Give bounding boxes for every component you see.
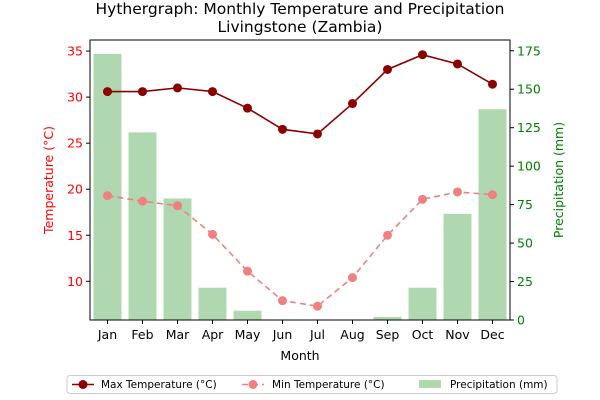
x-axis-tick-label: Jan xyxy=(97,327,117,342)
right-axis-tick-label: 50 xyxy=(517,236,533,251)
left-axis: 10 15 20 25 30 35 xyxy=(67,44,90,289)
max-temp-point-may xyxy=(243,103,252,113)
min-temp-point-oct xyxy=(418,194,427,204)
precipitation-bars xyxy=(93,53,507,320)
max-temp-point-sep xyxy=(383,64,392,74)
y-axis-label-right: Precipitation (mm) xyxy=(551,122,566,238)
temperature-lines xyxy=(103,50,497,311)
legend-precip-swatch xyxy=(419,380,441,388)
left-axis-tick-label: 15 xyxy=(67,228,83,243)
x-axis-tick-label: Feb xyxy=(131,327,153,342)
chart-title-line-2: Livingstone (Zambia) xyxy=(218,18,383,36)
min-temp-point-jan xyxy=(103,191,112,201)
legend-min-temp-marker xyxy=(248,380,258,389)
min-temp-point-nov xyxy=(453,187,462,197)
x-axis-tick-label: Oct xyxy=(412,327,434,342)
right-axis-tick-label: 125 xyxy=(517,120,541,135)
x-axis-tick-label: Jul xyxy=(309,327,325,342)
x-axis-tick-label: Nov xyxy=(445,327,470,342)
min-temp-point-mar xyxy=(173,201,182,211)
precipitation-bar-sep xyxy=(373,316,402,320)
max-temp-point-jul xyxy=(313,129,322,139)
legend-max-temp-label: Max Temperature (°C) xyxy=(101,379,217,391)
min-temp-point-feb xyxy=(138,196,147,206)
x-axis-tick-label: Jun xyxy=(272,327,293,342)
max-temp-point-mar xyxy=(173,83,182,93)
max-temp-point-nov xyxy=(453,59,462,69)
x-axis-label: Month xyxy=(280,348,319,363)
legend-precip-label: Precipitation (mm) xyxy=(450,379,548,391)
right-axis-tick-label: 175 xyxy=(517,43,541,58)
right-axis-tick-label: 0 xyxy=(517,313,525,328)
precipitation-bar-oct xyxy=(408,287,437,320)
right-axis-tick-label: 150 xyxy=(517,82,541,97)
min-temp-point-may xyxy=(243,266,252,276)
left-axis-tick-label: 25 xyxy=(67,136,83,151)
right-axis: 0 25 50 75 100 125 150 175 xyxy=(510,43,541,328)
x-axis-tick-label: Aug xyxy=(340,327,364,342)
y-axis-label-left: Temperature (°C) xyxy=(41,126,56,235)
min-temp-point-aug xyxy=(348,273,357,283)
precipitation-bar-apr xyxy=(198,287,227,320)
max-temp-line xyxy=(107,53,493,135)
max-temp-point-apr xyxy=(208,87,217,97)
min-temp-point-sep xyxy=(383,230,392,240)
x-axis-tick-label: Sep xyxy=(376,327,400,342)
legend-max-temp-marker xyxy=(78,380,88,389)
min-temp-point-apr xyxy=(208,229,217,239)
x-axis-tick-label: Dec xyxy=(480,327,504,342)
x-axis: Jan Feb Mar Apr May Jun Jul Aug Sep Oct Nov Dec xyxy=(97,320,505,342)
min-temp-line xyxy=(107,191,493,308)
precipitation-bar-feb xyxy=(128,132,157,320)
precipitation-bar-nov xyxy=(443,213,472,320)
left-axis-tick-label: 30 xyxy=(67,90,83,105)
precipitation-bar-may xyxy=(233,310,262,320)
max-temp-point-jun xyxy=(278,124,287,134)
max-temp-point-dec xyxy=(488,79,497,89)
max-temp-point-jan xyxy=(103,87,112,97)
left-axis-tick-label: 20 xyxy=(67,182,83,197)
max-temp-point-feb xyxy=(138,87,147,97)
chart-title-line-1: Hythergraph: Monthly Temperature and Pre… xyxy=(96,0,505,18)
right-axis-tick-label: 100 xyxy=(517,159,541,174)
plot-frame xyxy=(89,39,511,321)
precipitation-bar-dec xyxy=(478,109,507,320)
min-temp-point-jun xyxy=(278,296,287,306)
legend-min-temp-label: Min Temperature (°C) xyxy=(272,379,385,391)
min-temp-point-dec xyxy=(488,190,497,200)
legend: Max Temperature (°C) Min Temperature (°C… xyxy=(66,375,558,394)
max-temp-point-aug xyxy=(348,99,357,109)
x-axis-tick-label: Apr xyxy=(202,327,224,342)
min-temp-point-jul xyxy=(313,301,322,311)
precipitation-bar-mar xyxy=(163,198,192,320)
max-temp-point-oct xyxy=(418,50,427,60)
left-axis-tick-label: 35 xyxy=(67,44,83,59)
left-axis-tick-label: 10 xyxy=(67,274,83,289)
right-axis-tick-label: 25 xyxy=(517,274,533,289)
precipitation-bar-jan xyxy=(93,53,122,320)
x-axis-tick-label: Mar xyxy=(166,327,190,342)
right-axis-tick-label: 75 xyxy=(517,197,533,212)
x-axis-tick-label: May xyxy=(235,327,261,342)
